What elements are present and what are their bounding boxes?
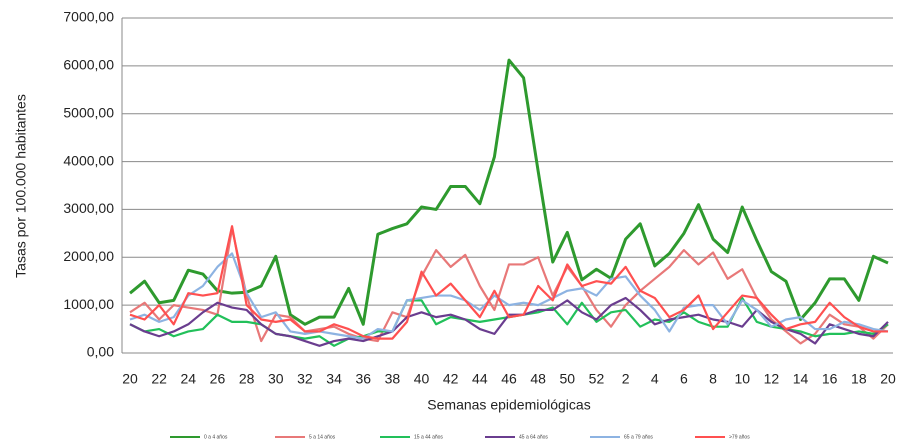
y-tick-label: 2000,00 — [63, 248, 114, 264]
legend-label: 15 a 44 años — [414, 434, 443, 440]
x-tick-label: 30 — [268, 371, 284, 387]
x-tick-label: 20 — [122, 371, 138, 387]
series-line — [129, 252, 889, 340]
series-line — [129, 225, 888, 340]
x-tick-label: 28 — [239, 371, 255, 387]
x-tick-label: 42 — [443, 371, 459, 387]
y-tick-label: 6000,00 — [63, 57, 114, 73]
y-tick-label: 1000,00 — [63, 296, 114, 312]
x-tick-label: 46 — [501, 371, 517, 387]
x-tick-label: 26 — [210, 371, 226, 387]
x-tick-label: 36 — [355, 371, 371, 387]
x-tick-label: 8 — [709, 371, 717, 387]
x-tick-label: 22 — [151, 371, 167, 387]
x-tick-label: 2 — [622, 371, 630, 387]
y-tick-label: 0,00 — [87, 344, 114, 360]
x-tick-label: 10 — [734, 371, 750, 387]
x-tick-label: 34 — [326, 371, 342, 387]
x-tick-label: 32 — [297, 371, 313, 387]
legend-label: >79 años — [729, 434, 750, 440]
x-tick-label: 50 — [560, 371, 576, 387]
x-tick-label: 48 — [530, 371, 546, 387]
legend-label: 65 a 79 años — [624, 434, 653, 440]
x-axis-title: Semanas epidemiológicas — [427, 397, 590, 413]
y-axis-title: Tasas por 100.000 habitantes — [13, 94, 29, 278]
x-tick-label: 20 — [880, 371, 896, 387]
y-tick-label: 3000,00 — [63, 200, 114, 216]
x-tick-label: 6 — [680, 371, 688, 387]
x-tick-label: 18 — [851, 371, 867, 387]
y-tick-label: 7000,00 — [63, 9, 114, 25]
x-tick-label: 24 — [181, 371, 197, 387]
x-tick-label: 14 — [793, 371, 809, 387]
x-tick-label: 52 — [589, 371, 605, 387]
x-tick-label: 38 — [385, 371, 401, 387]
series-line — [129, 58, 889, 326]
x-tick-label: 4 — [651, 371, 659, 387]
y-tick-label: 4000,00 — [63, 152, 114, 168]
legend-label: 5 a 14 años — [309, 434, 336, 440]
x-tick-label: 40 — [414, 371, 430, 387]
x-tick-label: 12 — [764, 371, 780, 387]
legend-label: 0 a 4 años — [204, 434, 228, 440]
y-tick-label: 5000,00 — [63, 104, 114, 120]
legend-label: 45 a 64 años — [519, 434, 548, 440]
x-tick-label: 16 — [822, 371, 838, 387]
x-tick-label: 44 — [472, 371, 488, 387]
